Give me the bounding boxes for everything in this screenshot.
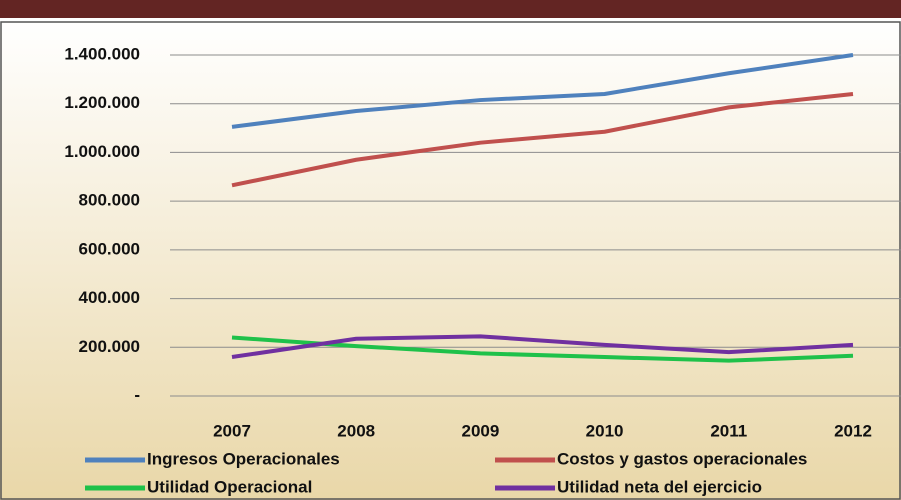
- x-tick-label: 2008: [337, 421, 375, 440]
- y-tick-label: 600.000: [79, 239, 140, 258]
- legend-label: Utilidad Operacional: [147, 477, 312, 496]
- legend-label: Costos y gastos operacionales: [557, 449, 807, 468]
- x-tick-label: 2012: [834, 421, 872, 440]
- series-line: [231, 335, 854, 363]
- top-band: [0, 0, 901, 18]
- y-tick-label: 800.000: [79, 191, 140, 210]
- legend-label: Utilidad neta del ejercicio: [557, 477, 762, 496]
- y-tick-label: 400.000: [79, 288, 140, 307]
- background: [0, 20, 901, 500]
- series-line: [231, 91, 854, 188]
- y-tick-label: 1.400.000: [64, 44, 140, 63]
- x-tick-label: 2009: [461, 421, 499, 440]
- series-line: [231, 334, 854, 360]
- y-tick-label: 200.000: [79, 337, 140, 356]
- x-tick-label: 2011: [710, 421, 747, 440]
- x-tick-label: 2007: [213, 421, 251, 440]
- series-line: [231, 53, 854, 129]
- x-tick-label: 2010: [586, 421, 624, 440]
- y-tick-label: 1.000.000: [64, 142, 140, 161]
- y-tick-label: -: [134, 385, 140, 404]
- y-tick-label: 1.200.000: [64, 93, 140, 112]
- legend-label: Ingresos Operacionales: [147, 449, 340, 468]
- frame: [0, 21, 901, 500]
